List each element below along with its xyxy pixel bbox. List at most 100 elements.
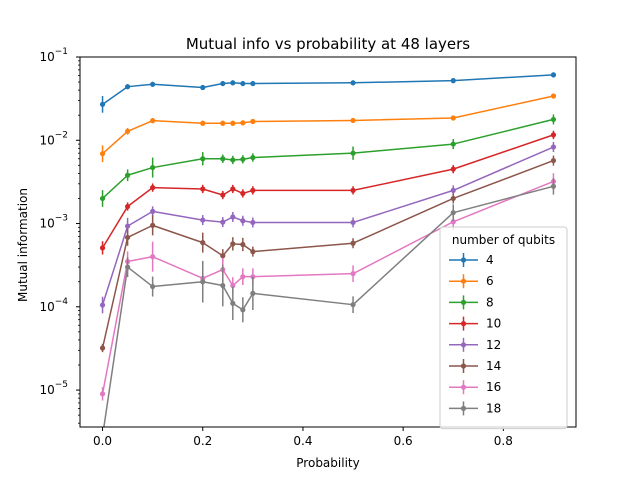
data-point-14-10 bbox=[550, 157, 557, 164]
data-point-10-1 bbox=[124, 203, 131, 210]
data-point-4-1 bbox=[124, 84, 131, 90]
data-point-10-7 bbox=[250, 187, 256, 193]
data-point-6-0 bbox=[99, 151, 106, 157]
data-point-10-5 bbox=[230, 186, 236, 192]
data-point-18-6 bbox=[240, 307, 246, 313]
data-point-18-10 bbox=[550, 183, 557, 189]
legend-label-12: 12 bbox=[486, 338, 501, 352]
data-point-4-6 bbox=[240, 80, 246, 87]
data-point-8-6 bbox=[240, 156, 246, 162]
legend-label-18: 18 bbox=[486, 401, 501, 415]
y-axis-label: Mutual information bbox=[16, 188, 30, 302]
data-point-6-1 bbox=[124, 128, 131, 134]
data-point-14-0 bbox=[99, 345, 106, 351]
data-point-12-5 bbox=[230, 214, 236, 220]
data-point-10-8 bbox=[350, 187, 356, 193]
legend-marker-12 bbox=[460, 342, 467, 348]
data-point-12-0 bbox=[99, 302, 106, 308]
legend-label-6: 6 bbox=[486, 274, 494, 288]
data-point-6-2 bbox=[150, 118, 156, 124]
x-tick-label-3: 0.6 bbox=[394, 434, 413, 448]
data-point-4-5 bbox=[230, 80, 236, 86]
series-group bbox=[99, 72, 557, 427]
data-point-8-8 bbox=[350, 150, 356, 156]
data-point-6-8 bbox=[350, 117, 356, 124]
chart-title: Mutual info vs probability at 48 layers bbox=[186, 35, 470, 53]
legend-item-8: 8 bbox=[449, 295, 494, 310]
data-point-8-10 bbox=[550, 116, 557, 123]
data-point-4-7 bbox=[250, 80, 256, 87]
data-point-6-6 bbox=[240, 120, 246, 126]
legend-marker-6 bbox=[460, 278, 467, 284]
data-point-14-2 bbox=[150, 222, 156, 228]
data-point-14-6 bbox=[240, 241, 246, 248]
data-point-14-1 bbox=[124, 234, 131, 241]
legend-label-4: 4 bbox=[486, 253, 494, 267]
x-tick-label-0: 0.0 bbox=[93, 434, 112, 448]
legend-item-12: 12 bbox=[449, 337, 501, 352]
legend-marker-14 bbox=[460, 363, 467, 369]
data-point-16-6 bbox=[240, 274, 246, 280]
x-tick-label-2: 0.4 bbox=[293, 434, 312, 448]
data-point-8-3 bbox=[200, 156, 206, 162]
data-point-4-4 bbox=[220, 80, 226, 87]
data-point-14-4 bbox=[220, 253, 226, 259]
data-point-4-3 bbox=[200, 84, 206, 91]
data-point-12-9 bbox=[450, 187, 456, 193]
legend-marker-8 bbox=[460, 299, 467, 305]
legend-label-10: 10 bbox=[486, 317, 501, 331]
data-point-4-9 bbox=[450, 78, 456, 84]
data-point-10-6 bbox=[240, 190, 246, 197]
x-axis-label: Probability bbox=[296, 456, 359, 470]
legend-marker-10 bbox=[460, 321, 467, 327]
legend-item-14: 14 bbox=[449, 359, 501, 373]
data-point-4-2 bbox=[150, 81, 156, 87]
legend-marker-4 bbox=[460, 257, 467, 263]
series-10 bbox=[99, 130, 557, 255]
data-point-12-8 bbox=[350, 219, 356, 226]
data-point-8-5 bbox=[230, 157, 236, 163]
data-point-8-7 bbox=[250, 154, 256, 161]
data-point-18-2 bbox=[150, 283, 156, 290]
series-6 bbox=[99, 93, 557, 163]
legend-label-8: 8 bbox=[486, 295, 494, 309]
y-tick-exponent-0: −5 bbox=[55, 380, 68, 390]
data-point-8-9 bbox=[450, 141, 456, 147]
legend-box bbox=[439, 226, 568, 430]
data-point-14-7 bbox=[250, 249, 256, 255]
data-point-12-3 bbox=[200, 217, 206, 223]
series-4 bbox=[99, 72, 557, 113]
axes: 0.0 0.2 0.4 0.6 0.810−510−410−310−210−1 bbox=[39, 47, 577, 448]
data-point-12-2 bbox=[150, 208, 156, 214]
data-point-16-0 bbox=[99, 391, 106, 397]
data-point-4-10 bbox=[550, 72, 557, 78]
data-point-18-5 bbox=[230, 300, 236, 306]
data-point-6-9 bbox=[450, 115, 456, 121]
data-point-10-9 bbox=[450, 166, 456, 172]
data-point-12-10 bbox=[550, 144, 557, 150]
data-point-4-8 bbox=[350, 80, 356, 86]
data-point-6-3 bbox=[200, 120, 206, 126]
legend-label-14: 14 bbox=[486, 359, 501, 373]
legend-item-10: 10 bbox=[449, 316, 501, 331]
series-8 bbox=[99, 114, 557, 207]
data-point-16-7 bbox=[250, 274, 256, 280]
series-18 bbox=[103, 177, 557, 427]
y-tick-exponent-2: −3 bbox=[55, 214, 68, 224]
x-tick-label-4: 0.8 bbox=[494, 434, 513, 448]
data-point-10-0 bbox=[99, 245, 106, 251]
data-point-12-7 bbox=[250, 219, 256, 226]
legend-item-18: 18 bbox=[449, 401, 501, 416]
y-tick-exponent-3: −2 bbox=[55, 130, 68, 140]
plot-area bbox=[99, 72, 557, 427]
data-point-6-4 bbox=[220, 120, 226, 126]
data-point-18-9 bbox=[450, 210, 456, 216]
data-point-10-3 bbox=[200, 186, 206, 192]
data-point-18-8 bbox=[350, 302, 356, 308]
data-point-14-8 bbox=[350, 240, 356, 246]
legend-item-6: 6 bbox=[449, 274, 494, 289]
data-point-4-0 bbox=[99, 101, 106, 107]
data-point-10-10 bbox=[550, 132, 557, 138]
data-point-10-4 bbox=[220, 192, 226, 198]
legend-title: number of qubits bbox=[452, 233, 555, 247]
